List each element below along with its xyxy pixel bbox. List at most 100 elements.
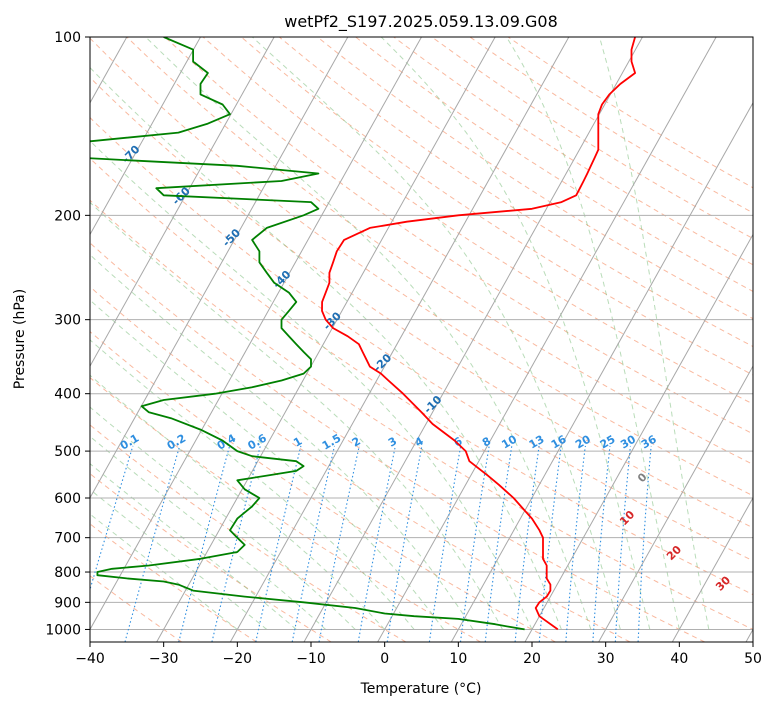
- mixing-ratio-line: [592, 445, 611, 642]
- y-tick-label: 900: [54, 595, 81, 611]
- mixing-ratio-line: [459, 445, 490, 642]
- y-tick-label: 800: [54, 565, 81, 581]
- mixing-ratio-label: 20: [573, 432, 593, 451]
- y-tick-label: 500: [54, 444, 81, 460]
- x-tick-label: 50: [744, 651, 762, 667]
- x-axis-label: Temperature (°C): [360, 681, 482, 697]
- x-tick-label: −30: [149, 651, 179, 667]
- mixing-ratio-label: 1: [291, 435, 304, 450]
- moist-adiabat: [380, 37, 651, 630]
- dry-adiabat: [90, 523, 257, 642]
- mixing-ratio-line: [386, 445, 423, 642]
- dry-adiabat: [278, 37, 753, 348]
- mixing-ratio-line: [357, 445, 396, 642]
- theta-e-label: 10: [617, 508, 637, 528]
- dry-adiabat: [90, 37, 753, 497]
- mixing-ratio-label: 0.1: [118, 432, 141, 453]
- mixing-ratio-line: [178, 445, 231, 642]
- y-tick-label: 300: [54, 313, 81, 329]
- y-tick-label: 600: [54, 491, 81, 507]
- mixing-ratio-line: [318, 445, 360, 642]
- mixing-ratio-label: 1.5: [320, 432, 343, 453]
- moist-adiabat: [90, 201, 503, 630]
- moist-adiabat: [90, 254, 474, 630]
- profile-series: [90, 37, 636, 631]
- isotherm-line: [229, 37, 570, 642]
- isotherm-line: [90, 37, 201, 236]
- isotherm-line: [90, 37, 275, 368]
- y-tick-label: 100: [54, 30, 81, 46]
- dry-adiabat: [90, 473, 332, 642]
- mixing-ratio-line: [211, 445, 261, 642]
- y-tick-label: 700: [54, 531, 81, 547]
- isotherm-line: [377, 37, 717, 642]
- theta-e-label: 20: [664, 543, 684, 563]
- mixing-ratio-line: [124, 445, 181, 642]
- temperature-profile-line: [321, 37, 636, 631]
- isotherm-value-label: -90: [19, 59, 42, 82]
- dry-adiabat: [355, 37, 753, 292]
- theta-e-label: 40: [764, 601, 775, 621]
- isotherm-line: [156, 37, 496, 642]
- dry-adiabat: [90, 286, 631, 642]
- dry-adiabat: [164, 37, 753, 435]
- y-tick-label: 1000: [45, 622, 81, 638]
- isotherm-line: [90, 37, 422, 631]
- y-axis-label: Pressure (hPa): [12, 289, 28, 389]
- dry-adiabat: [393, 37, 753, 266]
- mixing-ratio-label: 25: [598, 433, 618, 452]
- mixing-ratio-line: [484, 445, 513, 642]
- mixing-ratio-label: 0.2: [165, 432, 188, 453]
- isotherm-line: [524, 233, 753, 642]
- dry-adiabat: [90, 116, 753, 562]
- moist-adiabat: [90, 140, 533, 630]
- moist-adiabat: [90, 66, 562, 630]
- mixing-ratio-label: 8: [480, 435, 493, 450]
- mixing-ratio-label: 16: [549, 432, 569, 451]
- mixing-ratio-label: 0.6: [246, 431, 270, 452]
- dry-adiabat: [90, 199, 753, 630]
- moist-adiabat: [599, 37, 710, 630]
- mixing-ratio-line: [565, 445, 586, 642]
- dry-adiabat: [126, 37, 753, 465]
- dry-adiabat: [317, 37, 753, 320]
- x-tick-label: −40: [75, 651, 105, 667]
- moist-adiabat: [90, 463, 297, 630]
- dry-adiabat: [90, 242, 705, 642]
- mixing-ratio-line: [514, 445, 540, 642]
- x-tick-label: 10: [449, 651, 467, 667]
- mixing-ratio-label: 30: [618, 432, 638, 451]
- isotherm-line: [671, 496, 753, 642]
- y-tick-label: 400: [54, 387, 81, 403]
- dry-adiabat: [90, 575, 183, 642]
- x-tick-label: 0: [380, 651, 389, 667]
- x-tick-label: −20: [223, 651, 253, 667]
- isotherm-line: [598, 365, 753, 642]
- x-tick-label: 20: [523, 651, 541, 667]
- moist-adiabat: [90, 406, 356, 630]
- dry-adiabat: [90, 376, 481, 642]
- mixing-ratio-line: [291, 445, 336, 642]
- mixing-ratio-line: [637, 445, 652, 642]
- moist-adiabat: [90, 299, 444, 630]
- dry-adiabat: [507, 37, 753, 189]
- dry-adiabat: [90, 424, 407, 642]
- moist-adiabat: [90, 488, 268, 630]
- mixing-ratio-label: 10: [499, 432, 519, 451]
- isotherm-value-label: -80: [69, 101, 92, 124]
- mixing-ratio-label: 4: [413, 434, 426, 449]
- x-tick-label: 30: [597, 651, 615, 667]
- isotherm-line: [303, 37, 643, 642]
- dry-adiabat: [90, 157, 753, 596]
- moist-adiabat: [506, 37, 680, 630]
- moist-adiabat: [90, 374, 386, 630]
- moist-adiabat: [90, 435, 327, 630]
- y-axis: 100 200 300 400 500 600 700 800 900 1000: [45, 30, 90, 638]
- x-tick-label: 40: [670, 651, 688, 667]
- chart-title: wetPf2_S197.2025.059.13.09.G08: [284, 12, 558, 32]
- mixing-ratio-labels: 0.1 0.2 0.4 0.6 1 1.5 2 3 4 6 8 10 13 16 20 25 30 36: [118, 431, 659, 452]
- moist-adiabat: [90, 339, 415, 630]
- x-axis: −40 −30 −20 −10 0 10 20 30 40 50: [75, 642, 762, 667]
